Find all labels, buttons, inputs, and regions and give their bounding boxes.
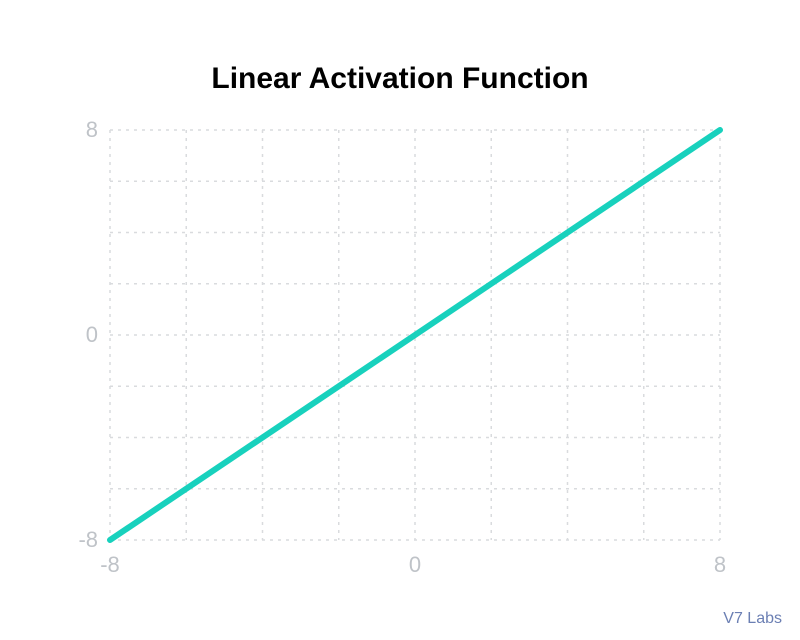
series-line bbox=[110, 130, 720, 540]
chart-plot bbox=[110, 130, 720, 540]
attribution-label: V7 Labs bbox=[723, 610, 782, 628]
x-axis-label: 8 bbox=[714, 552, 726, 578]
y-axis-label: -8 bbox=[78, 527, 98, 553]
x-axis-label: -8 bbox=[100, 552, 120, 578]
y-axis-label: 8 bbox=[86, 117, 98, 143]
chart-title: Linear Activation Function bbox=[0, 62, 800, 96]
y-axis-label: 0 bbox=[86, 322, 98, 348]
x-axis-label: 0 bbox=[409, 552, 421, 578]
